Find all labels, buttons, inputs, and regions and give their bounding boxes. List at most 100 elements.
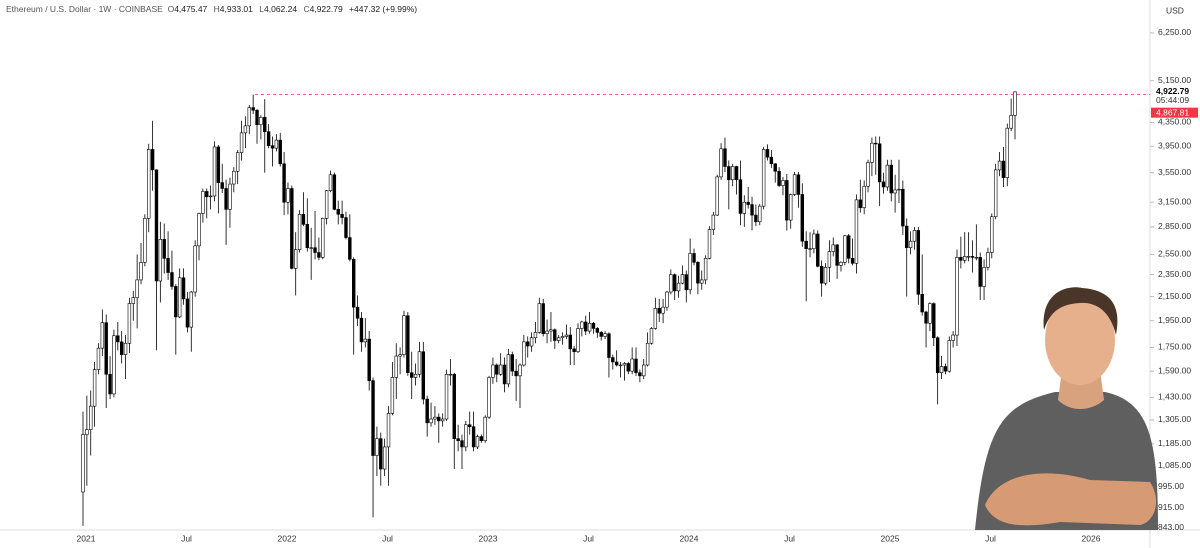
y-tick-label: 6,250.00 bbox=[1158, 27, 1191, 37]
candle-body bbox=[251, 107, 255, 111]
candle-body bbox=[572, 348, 576, 353]
candle-body bbox=[711, 214, 716, 230]
candle-body bbox=[997, 160, 1002, 171]
candle-body bbox=[502, 364, 507, 385]
y-tick-label: 2,350.00 bbox=[1158, 269, 1191, 279]
candle-body bbox=[293, 249, 298, 269]
candle-body bbox=[912, 230, 917, 242]
candle-body bbox=[657, 308, 661, 314]
candle-body bbox=[208, 195, 213, 198]
candle-body bbox=[974, 257, 979, 259]
candle-body bbox=[939, 366, 944, 374]
candle-body bbox=[1005, 127, 1009, 178]
x-tick-label: 2025 bbox=[881, 533, 900, 543]
candle-body bbox=[274, 139, 279, 149]
y-tick-label: 1,590.00 bbox=[1158, 365, 1191, 375]
candle-body bbox=[162, 239, 166, 259]
candle-body bbox=[150, 149, 155, 171]
candle-body bbox=[611, 357, 615, 363]
candle-body bbox=[437, 416, 441, 422]
candle-body bbox=[201, 191, 205, 214]
candle-body bbox=[406, 315, 410, 374]
candle-body bbox=[982, 267, 986, 287]
candle-body bbox=[541, 303, 545, 335]
candle-body bbox=[700, 279, 704, 284]
candle-body bbox=[812, 233, 816, 249]
candle-body bbox=[707, 229, 712, 259]
candle-body bbox=[703, 258, 708, 281]
candle-body bbox=[386, 413, 391, 448]
candle-body bbox=[81, 434, 85, 493]
x-tick-label: 2022 bbox=[278, 533, 297, 543]
currency: USD bbox=[1166, 5, 1184, 15]
candle-body bbox=[986, 252, 990, 268]
candle-body bbox=[433, 416, 437, 420]
candle-body bbox=[819, 266, 824, 284]
x-tick-label: Jul bbox=[181, 533, 192, 543]
candle-body bbox=[367, 338, 371, 381]
candle-body bbox=[796, 174, 801, 195]
candle-body bbox=[754, 214, 758, 223]
candle-body bbox=[96, 347, 101, 370]
countdown: 05:44:09 bbox=[1156, 95, 1189, 105]
candle-body bbox=[777, 170, 781, 186]
candle-body bbox=[916, 230, 921, 295]
field-key: C bbox=[303, 4, 310, 14]
x-tick-label: 2023 bbox=[479, 533, 498, 543]
candle-body bbox=[158, 239, 163, 282]
face bbox=[1045, 295, 1115, 385]
candle-body bbox=[100, 322, 105, 349]
candle-body bbox=[340, 213, 344, 218]
candle-body bbox=[692, 253, 696, 263]
candle-body bbox=[576, 328, 580, 353]
candle-body bbox=[889, 164, 893, 194]
candle-body bbox=[831, 244, 835, 252]
last-price-tag bbox=[1151, 86, 1198, 106]
candle-body bbox=[444, 373, 449, 420]
candle-body bbox=[893, 189, 897, 194]
hair bbox=[1043, 287, 1118, 335]
field-value: 4,933.01 bbox=[219, 4, 253, 14]
candle-body bbox=[978, 257, 982, 287]
candle-body bbox=[506, 354, 511, 385]
candle-body bbox=[897, 188, 901, 191]
candle-body bbox=[607, 333, 611, 358]
candle-body bbox=[514, 370, 518, 377]
candle-body bbox=[116, 335, 120, 343]
candle-body bbox=[479, 436, 484, 441]
candle-body bbox=[220, 182, 224, 189]
candle-body bbox=[263, 117, 267, 133]
field-value: 4,922.79 bbox=[309, 4, 343, 14]
candle-body bbox=[580, 321, 584, 329]
candle-body bbox=[688, 253, 692, 291]
candle-body bbox=[866, 162, 870, 187]
y-tick-label: 995.00 bbox=[1158, 481, 1184, 491]
candle-body bbox=[309, 247, 313, 249]
candle-body bbox=[649, 328, 654, 344]
candle-body bbox=[533, 332, 538, 339]
candle-body bbox=[549, 329, 553, 332]
candle-body bbox=[792, 174, 797, 195]
candle-body bbox=[634, 358, 638, 374]
candle-body bbox=[603, 333, 607, 337]
candle-body bbox=[993, 169, 998, 218]
candle-body bbox=[212, 146, 217, 197]
candle-body bbox=[591, 322, 596, 329]
candle-body bbox=[232, 170, 236, 185]
y-tick-label: 1,750.00 bbox=[1158, 342, 1191, 352]
candle-body bbox=[286, 188, 290, 203]
candle-body bbox=[599, 332, 603, 337]
candle-body bbox=[901, 188, 905, 227]
y-tick-label: 1,430.00 bbox=[1158, 392, 1191, 402]
candle-body bbox=[874, 142, 878, 145]
plot: 6,250.00 5,150.00 4,350.00 3,950.00 3,550.00… bbox=[77, 27, 1192, 543]
candle-body bbox=[127, 303, 132, 344]
candle-body bbox=[344, 217, 348, 238]
candle-body bbox=[1009, 115, 1013, 129]
y-tick-label: 5,150.00 bbox=[1158, 75, 1191, 85]
candle-body bbox=[584, 321, 588, 332]
candle-body bbox=[475, 436, 480, 448]
candle-body bbox=[243, 125, 248, 134]
x-tick-label: 2024 bbox=[680, 533, 699, 543]
candle-body bbox=[166, 258, 170, 273]
